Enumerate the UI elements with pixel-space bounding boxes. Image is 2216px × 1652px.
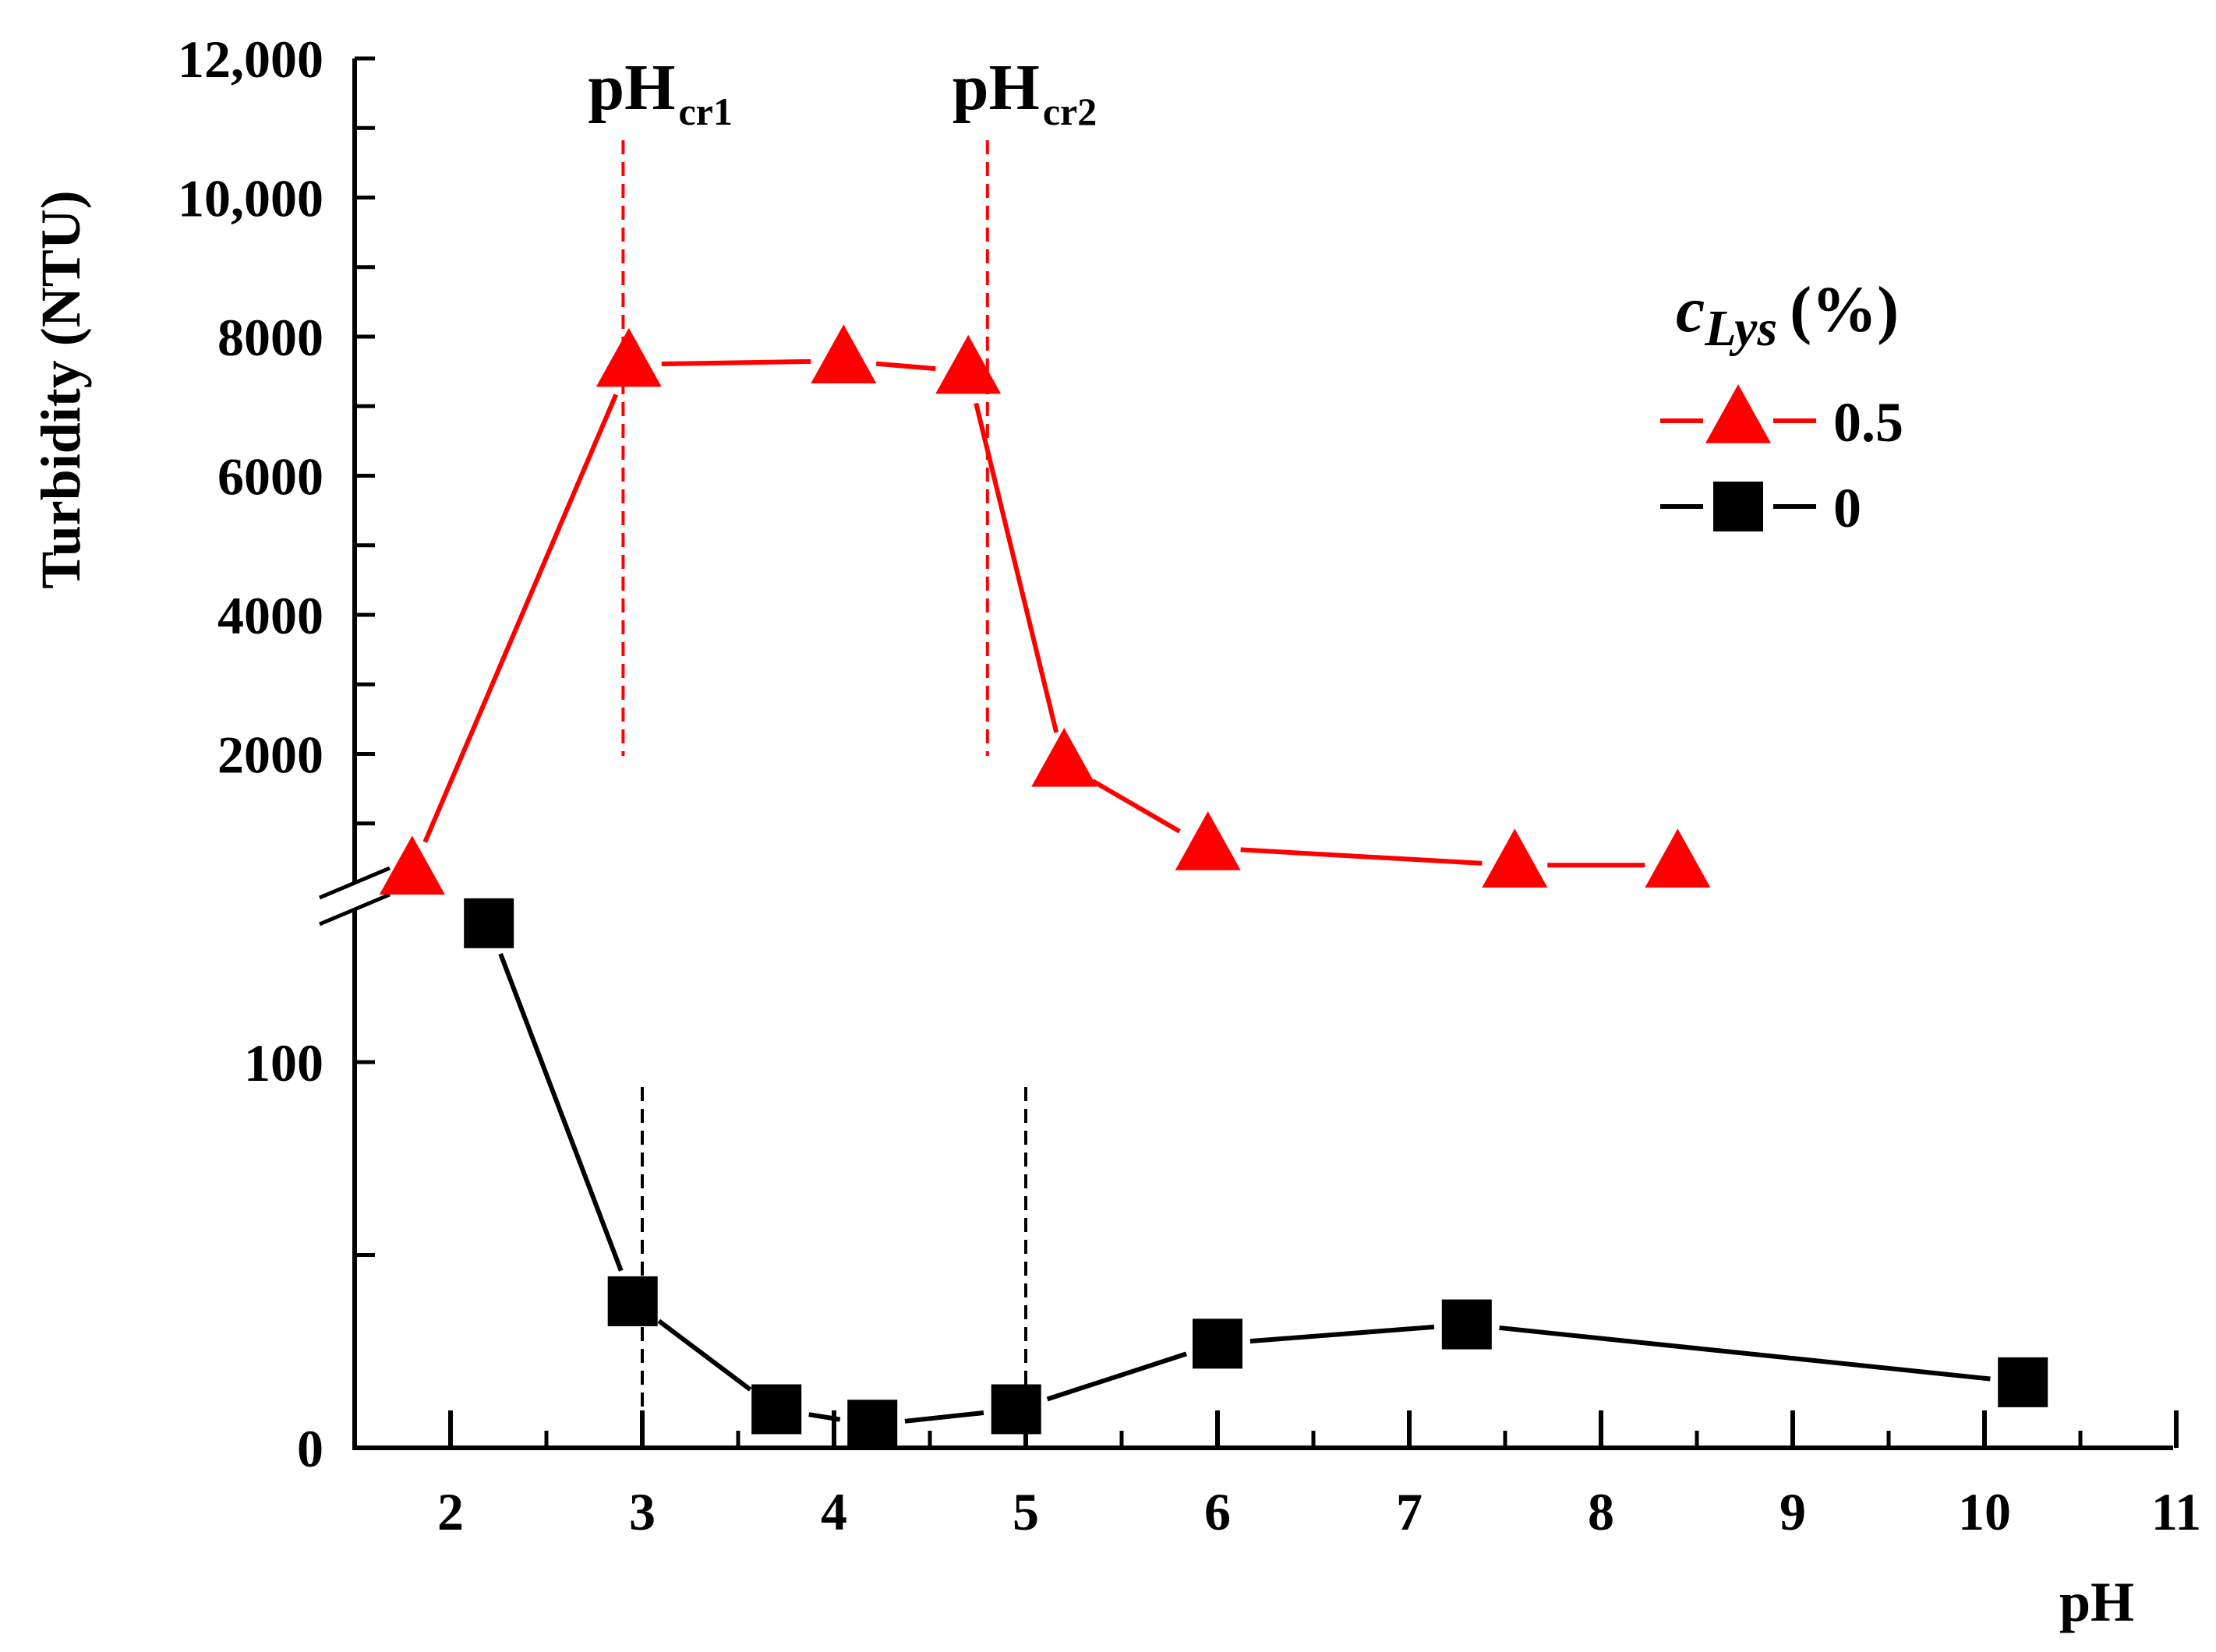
x-tick-label: 9: [1780, 1482, 1806, 1541]
critical-ph-label: pHcr1: [588, 51, 732, 133]
y-axis-title: Turbidity (NTU): [30, 190, 92, 588]
x-tick-label: 10: [1958, 1482, 2011, 1541]
critical-ph-label: pHcr2: [952, 51, 1097, 133]
series-line-segment: [1091, 778, 1181, 834]
axis-labels: 2 3 4 5 6 7 8 9 10 11 0 100 2000 4000 6000 8000 10,000 12…: [30, 30, 2201, 1633]
data-point-square: [1193, 1318, 1242, 1369]
critical-ph-guides: [621, 140, 1027, 1448]
series-lys-0: [464, 898, 2048, 1450]
critical-ph-label-main: pH: [952, 51, 1040, 124]
legend: cLys (%) 0.5 0: [1660, 274, 1903, 542]
y-upper-tick-label: 6000: [217, 447, 323, 507]
data-point-square: [751, 1384, 802, 1435]
legend-title-suffix: (%): [1790, 274, 1899, 346]
series-line-segment: [904, 1410, 984, 1424]
x-tick-label: 6: [1204, 1482, 1231, 1541]
series-lys-0.5: [379, 324, 1711, 895]
data-point-triangle: [379, 835, 445, 895]
series-line-segment: [498, 952, 624, 1272]
data-point-triangle: [935, 334, 1002, 394]
data-series: [379, 324, 2048, 1450]
data-point-triangle: [811, 324, 877, 383]
legend-entry: 0.5: [1660, 384, 1903, 456]
legend-marker-square: [1713, 482, 1763, 531]
data-point-triangle: [1175, 811, 1241, 870]
legend-title-main: c: [1676, 274, 1705, 346]
series-line-segment: [657, 1318, 752, 1392]
legend-marker-triangle: [1705, 384, 1771, 443]
y-lower-tick-label: 0: [297, 1419, 323, 1478]
x-axis-title: pH: [2059, 1571, 2134, 1633]
data-point-triangle: [596, 327, 662, 387]
data-point-square: [607, 1276, 658, 1326]
x-tick-label: 5: [1013, 1482, 1039, 1541]
series-line-segment: [422, 394, 619, 843]
y-lower-tick-label: 100: [244, 1033, 323, 1093]
x-tick-label: 7: [1396, 1482, 1423, 1541]
y-upper-tick-label: 2000: [217, 725, 323, 785]
legend-title: cLys (%): [1676, 274, 1899, 357]
y-upper-tick-label: 4000: [217, 586, 323, 645]
data-point-square: [991, 1384, 1041, 1435]
x-tick-label: 2: [437, 1482, 464, 1541]
data-point-triangle: [1482, 828, 1548, 888]
data-point-square: [847, 1400, 898, 1450]
series-line-segment: [875, 361, 936, 372]
x-tick-label: 3: [629, 1482, 656, 1541]
x-tick-label: 4: [821, 1482, 847, 1541]
data-point-square: [464, 898, 514, 948]
y-upper-tick-label: 12,000: [178, 30, 323, 89]
legend-label: 0: [1833, 477, 1861, 539]
axes: [319, 56, 2179, 1450]
series-line-segment: [1249, 1324, 1435, 1344]
critical-ph-label-sub: cr2: [1043, 90, 1097, 133]
series-line-segment: [1046, 1351, 1187, 1402]
data-point-square: [1998, 1357, 2048, 1407]
x-tick-label: 8: [1588, 1482, 1614, 1541]
x-tick-label: 11: [2151, 1482, 2201, 1541]
data-point-triangle: [1031, 728, 1097, 787]
y-upper-tick-label: 8000: [217, 308, 323, 367]
data-point-triangle: [1645, 828, 1711, 888]
legend-label: 0.5: [1833, 391, 1903, 454]
legend-title-sub: Lys: [1704, 300, 1777, 357]
data-point-square: [1441, 1299, 1492, 1350]
series-line-segment: [1240, 847, 1483, 866]
series-line-segment: [808, 1412, 841, 1422]
critical-ph-label-main: pH: [588, 51, 675, 124]
series-line-segment: [661, 358, 811, 367]
series-line-segment: [1499, 1325, 1991, 1382]
critical-ph-label-sub: cr1: [678, 90, 732, 133]
axis-break-mark: [319, 866, 391, 900]
legend-entry: 0: [1660, 471, 1861, 542]
y-upper-tick-label: 10,000: [178, 169, 323, 228]
series-line-segment: [974, 402, 1059, 733]
axis-break-mark: [319, 892, 391, 927]
